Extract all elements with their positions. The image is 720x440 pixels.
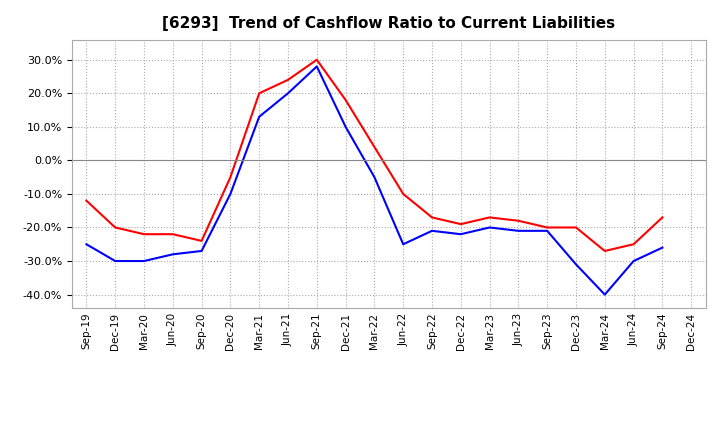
Operating CF to Current Liabilities [312, 57, 321, 62]
Free CF to Current Liabilities [600, 292, 609, 297]
Operating CF to Current Liabilities [140, 231, 148, 237]
Free CF to Current Liabilities [111, 258, 120, 264]
Operating CF to Current Liabilities [629, 242, 638, 247]
Operating CF to Current Liabilities [543, 225, 552, 230]
Free CF to Current Liabilities [543, 228, 552, 234]
Free CF to Current Liabilities [168, 252, 177, 257]
Operating CF to Current Liabilities [428, 215, 436, 220]
Free CF to Current Liabilities [658, 245, 667, 250]
Operating CF to Current Liabilities [600, 248, 609, 253]
Operating CF to Current Liabilities [111, 225, 120, 230]
Free CF to Current Liabilities [629, 258, 638, 264]
Operating CF to Current Liabilities [341, 97, 350, 103]
Operating CF to Current Liabilities [168, 231, 177, 237]
Free CF to Current Liabilities [226, 191, 235, 197]
Operating CF to Current Liabilities [226, 175, 235, 180]
Free CF to Current Liabilities [341, 124, 350, 129]
Free CF to Current Liabilities [370, 175, 379, 180]
Free CF to Current Liabilities [197, 248, 206, 253]
Title: [6293]  Trend of Cashflow Ratio to Current Liabilities: [6293] Trend of Cashflow Ratio to Curren… [162, 16, 616, 32]
Free CF to Current Liabilities [312, 64, 321, 69]
Operating CF to Current Liabilities [284, 77, 292, 82]
Operating CF to Current Liabilities [82, 198, 91, 203]
Operating CF to Current Liabilities [370, 144, 379, 150]
Operating CF to Current Liabilities [399, 191, 408, 197]
Free CF to Current Liabilities [456, 231, 465, 237]
Line: Operating CF to Current Liabilities: Operating CF to Current Liabilities [86, 60, 662, 251]
Operating CF to Current Liabilities [255, 91, 264, 96]
Free CF to Current Liabilities [485, 225, 494, 230]
Line: Free CF to Current Liabilities: Free CF to Current Liabilities [86, 66, 662, 295]
Free CF to Current Liabilities [572, 262, 580, 267]
Free CF to Current Liabilities [428, 228, 436, 234]
Operating CF to Current Liabilities [197, 238, 206, 244]
Operating CF to Current Liabilities [514, 218, 523, 224]
Operating CF to Current Liabilities [572, 225, 580, 230]
Operating CF to Current Liabilities [485, 215, 494, 220]
Free CF to Current Liabilities [284, 91, 292, 96]
Free CF to Current Liabilities [399, 242, 408, 247]
Free CF to Current Liabilities [82, 242, 91, 247]
Operating CF to Current Liabilities [456, 221, 465, 227]
Free CF to Current Liabilities [514, 228, 523, 234]
Free CF to Current Liabilities [255, 114, 264, 119]
Free CF to Current Liabilities [140, 258, 148, 264]
Operating CF to Current Liabilities [658, 215, 667, 220]
